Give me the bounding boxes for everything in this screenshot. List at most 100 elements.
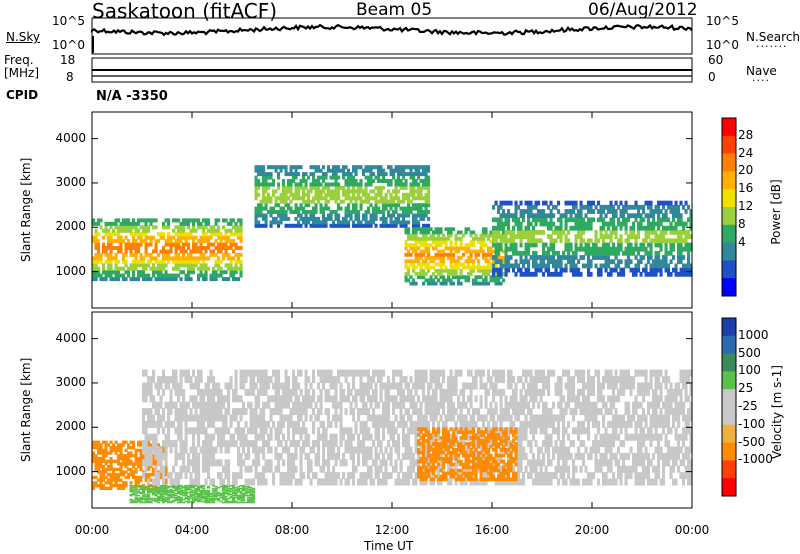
heatmap-cell (312, 185, 316, 190)
heatmap-cell (674, 209, 678, 214)
heatmap-cell (587, 250, 591, 256)
heatmap-cell (539, 259, 543, 265)
heatmap-cell (102, 486, 106, 490)
heatmap-cell (132, 259, 136, 264)
heatmap-cell (347, 192, 351, 197)
heatmap-cell (304, 388, 308, 396)
heatmap-cell (114, 239, 118, 244)
heatmap-cell (287, 395, 291, 403)
heatmap-cell (204, 452, 208, 460)
heatmap-cell (684, 242, 688, 248)
heatmap-cell (512, 234, 516, 239)
heatmap-cell (249, 420, 253, 428)
heatmap-cell (362, 168, 366, 173)
heatmap-cell (214, 446, 218, 454)
heatmap-cell (319, 192, 323, 197)
heatmap-cell (442, 420, 446, 428)
heatmap-cell (224, 218, 228, 223)
heatmap-cell (297, 189, 301, 194)
heatmap-cell (199, 266, 203, 271)
heatmap-cell (154, 259, 158, 264)
heatmap-cell (604, 250, 608, 256)
heatmap-cell (109, 266, 113, 271)
heatmap-cell (92, 221, 96, 226)
heatmap-cell (167, 235, 171, 240)
heatmap-cell (349, 440, 353, 448)
heatmap-cell (354, 206, 358, 211)
heatmap-cell (137, 228, 141, 233)
heatmap-cell (484, 478, 488, 486)
heatmap-cell (384, 459, 388, 467)
heatmap-cell (189, 414, 193, 422)
heatmap-cell (202, 401, 206, 409)
heatmap-cell (129, 252, 133, 257)
heatmap-cell (639, 246, 643, 252)
heatmap-cell (107, 459, 111, 463)
heatmap-cell (284, 213, 288, 218)
heatmap-cell (127, 451, 131, 455)
heatmap-cell (279, 452, 283, 460)
heatmap-cell (577, 271, 581, 277)
heatmap-cell (579, 255, 583, 260)
heatmap-cell (684, 221, 688, 227)
heatmap-cell (257, 376, 261, 384)
heatmap-cell (444, 246, 448, 251)
heatmap-cell (512, 246, 516, 252)
heatmap-cell (142, 408, 146, 416)
heatmap-cell (207, 408, 211, 416)
heatmap-cell (407, 199, 411, 204)
heatmap-cell (257, 206, 261, 211)
heatmap-cell (459, 268, 463, 273)
heatmap-cell (384, 408, 388, 416)
heatmap-cell (547, 267, 551, 273)
heatmap-cell (164, 470, 168, 474)
heatmap-cell (417, 246, 421, 251)
heatmap-cell (92, 456, 96, 461)
heatmap-cell (124, 465, 128, 469)
heatmap-cell (337, 165, 341, 170)
heatmap-cell (282, 210, 286, 214)
heatmap-cell (372, 165, 376, 170)
heatmap-cell (377, 172, 381, 177)
heatmap-cell (554, 259, 558, 265)
heatmap-cell (197, 266, 201, 271)
heatmap-cell (127, 242, 131, 247)
heatmap-cell (682, 255, 686, 260)
heatmap-cell (174, 246, 178, 250)
heatmap-cell (277, 182, 281, 187)
heatmap-cell (397, 199, 401, 204)
heatmap-cell (279, 206, 283, 211)
heatmap-cell (427, 185, 431, 190)
heatmap-cell (337, 206, 341, 211)
heatmap-cell (454, 420, 458, 428)
heatmap-cell (607, 225, 611, 231)
heatmap-cell (227, 446, 231, 454)
heatmap-cell (579, 242, 583, 248)
heatmap-cell (404, 240, 408, 244)
heatmap-cell (189, 472, 193, 480)
heatmap-cell (504, 238, 508, 244)
heatmap-cell (267, 446, 271, 454)
heatmap-cell (144, 228, 148, 233)
heatmap-cell (119, 462, 123, 466)
heatmap-cell (224, 465, 228, 473)
heatmap-cell (387, 408, 391, 416)
heatmap-cell (329, 223, 333, 228)
heatmap-cell (617, 259, 621, 265)
heatmap-cell (317, 382, 321, 390)
heatmap-cell (434, 243, 438, 248)
heatmap-cell (589, 204, 593, 210)
heatmap-cell (127, 443, 131, 447)
heatmap-cell (174, 369, 178, 377)
heatmap-cell (434, 433, 438, 441)
heatmap-cell (574, 200, 578, 206)
heatmap-cell (292, 440, 296, 448)
heatmap-cell (404, 243, 408, 248)
heatmap-cell (662, 204, 666, 210)
heatmap-cell (359, 420, 363, 428)
heatmap-cell (412, 233, 416, 238)
heatmap-cell (164, 473, 168, 477)
heatmap-cell (112, 467, 116, 471)
heatmap-cell (467, 262, 471, 267)
heatmap-cell (279, 196, 283, 201)
